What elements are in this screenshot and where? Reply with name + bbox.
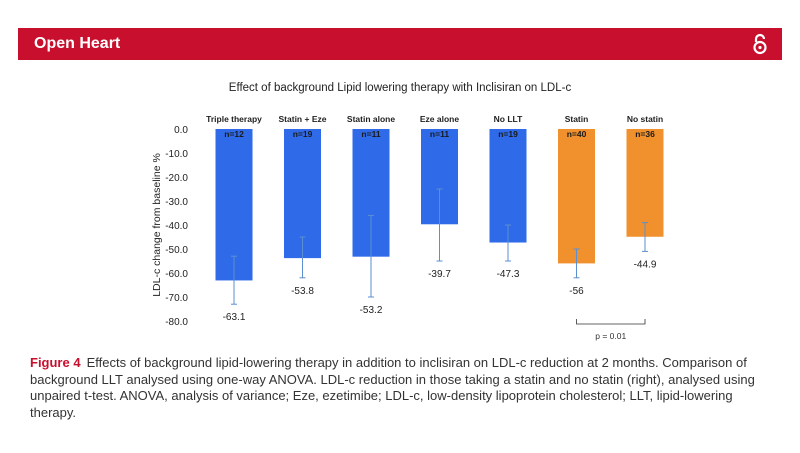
bar — [626, 129, 664, 237]
y-tick-label: -10.0 — [165, 149, 188, 160]
journal-title[interactable]: Open Heart — [34, 35, 121, 52]
category-label: Triple therapy — [206, 114, 262, 124]
value-label: -53.2 — [360, 305, 383, 316]
figure-panel: Effect of background Lipid lowering ther… — [120, 68, 680, 352]
chart-title: Effect of background Lipid lowering ther… — [228, 82, 572, 94]
open-access-icon — [753, 33, 767, 55]
value-label: -39.7 — [428, 269, 451, 280]
y-tick-label: -80.0 — [165, 317, 188, 328]
y-tick-label: 0.0 — [174, 125, 188, 136]
n-label: n=11 — [361, 129, 380, 139]
category-label: Statin + Eze — [279, 114, 327, 124]
bar — [215, 129, 253, 281]
p-value-annotation: p = 0.01 — [595, 331, 626, 341]
chart: LDL-c change from baseline % 0.0 -10.0 -20.… — [151, 114, 664, 341]
category-label: Statin alone — [347, 114, 395, 124]
significance-bracket — [576, 319, 646, 325]
y-tick-label: -40.0 — [165, 221, 188, 232]
n-label: n=12 — [224, 129, 244, 139]
category-label: Statin — [565, 114, 589, 124]
value-label: -53.8 — [291, 286, 314, 297]
category-label: No LLT — [494, 114, 523, 124]
category-label: No statin — [627, 114, 663, 124]
n-label: n=11 — [430, 129, 449, 139]
n-label: n=19 — [293, 129, 313, 139]
figure-label: Figure 4 — [30, 355, 81, 370]
journal-banner: Open Heart — [18, 28, 782, 60]
value-label: -63.1 — [223, 312, 246, 323]
figure-caption: Figure 4 Effects of background lipid-lowe… — [30, 355, 775, 421]
bar — [489, 129, 527, 243]
y-tick-label: -30.0 — [165, 197, 188, 208]
y-tick-label: -70.0 — [165, 293, 188, 304]
value-label: -47.3 — [497, 269, 520, 280]
bar — [558, 129, 595, 264]
n-label: n=40 — [567, 129, 587, 139]
value-label: -44.9 — [634, 259, 657, 270]
y-axis-title: LDL-c change from baseline % — [151, 153, 163, 297]
y-tick-label: -60.0 — [165, 269, 188, 280]
y-tick-label: -20.0 — [165, 173, 188, 184]
caption-text: Effects of background lipid-lowering the… — [30, 355, 755, 420]
value-label: -56 — [569, 286, 584, 297]
category-label: Eze alone — [420, 114, 459, 124]
y-tick-label: -50.0 — [165, 245, 188, 256]
n-label: n=19 — [498, 129, 518, 139]
n-label: n=36 — [635, 129, 655, 139]
